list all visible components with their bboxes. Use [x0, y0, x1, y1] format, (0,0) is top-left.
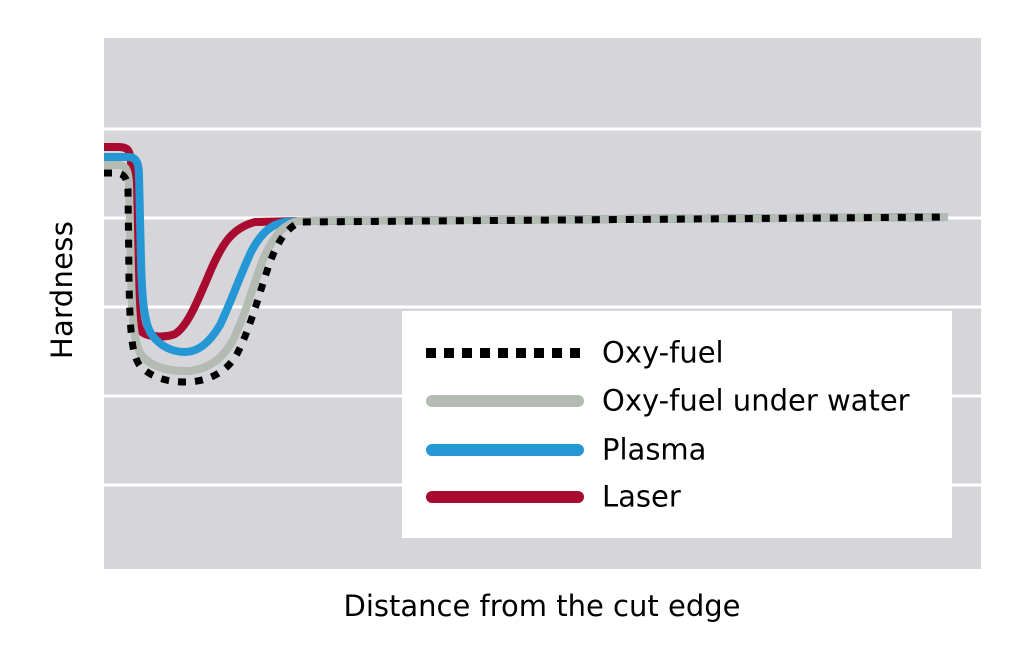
legend-item-plasma: Plasma	[402, 430, 952, 470]
legend-label: Oxy-fuel under water	[602, 383, 910, 418]
x-axis-label: Distance from the cut edge	[343, 589, 741, 623]
legend-item-laser: Laser	[402, 477, 952, 517]
legend-swatch-blue	[426, 444, 584, 456]
series-plasma-line	[104, 153, 949, 356]
legend-swatch-dotted-black	[426, 348, 580, 358]
y-axis-label: Hardness	[45, 220, 79, 360]
legend: Oxy-fuel Oxy-fuel under water Plasma Las…	[402, 311, 952, 538]
legend-label: Laser	[602, 479, 681, 514]
legend-item-oxyfuel: Oxy-fuel	[402, 333, 952, 373]
legend-label: Oxy-fuel	[602, 335, 724, 370]
series-oxyfuel-line	[104, 169, 949, 386]
legend-swatch-red	[426, 491, 584, 503]
legend-label: Plasma	[602, 432, 707, 467]
legend-item-oxyfuel-underwater: Oxy-fuel under water	[402, 381, 952, 421]
legend-swatch-gray	[426, 395, 584, 407]
